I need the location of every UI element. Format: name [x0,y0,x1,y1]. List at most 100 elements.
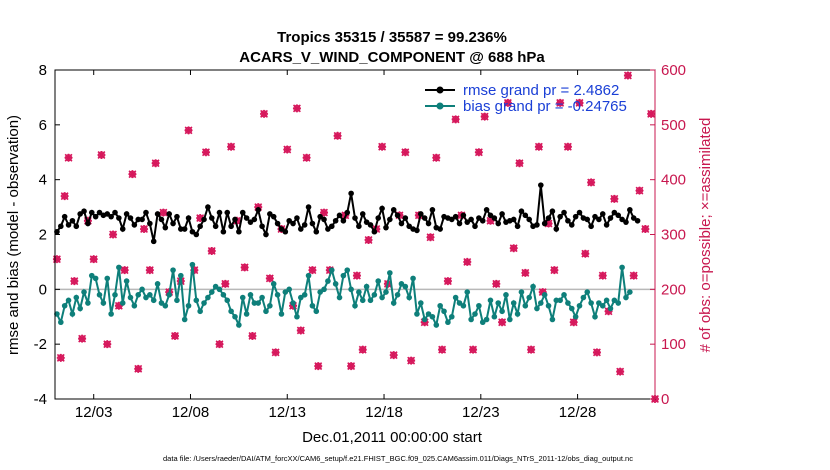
x-tick-label: 12/18 [365,404,403,421]
x-tick-label: 12/08 [172,404,210,421]
x-axis-label: Dec.01,2011 00:00:00 start [302,429,483,446]
rmse-point [479,217,486,224]
bias-point [410,275,416,282]
obs-count-point [352,271,361,280]
obs-assimilated-marker [97,150,106,159]
obs-assimilated-marker [372,225,381,234]
obs-count-point [240,263,249,272]
bias-point [58,319,64,326]
obs-assimilated-marker [538,288,547,297]
y-left-tick-label: 0 [39,281,47,298]
rmse-point [402,215,409,221]
rmse-point [58,223,64,230]
rmse-point [119,226,126,232]
bias-point [499,308,505,315]
obs-count-point [598,271,607,280]
obs-count-point [521,268,530,277]
plot-area [52,69,659,403]
bias-point [96,292,103,298]
obs-count-point [97,150,106,159]
obs-count-point [480,112,489,121]
y-right-tick-label: 200 [661,281,686,298]
y-left-tick-label: -4 [34,391,47,408]
rmse-point [239,209,246,216]
rmse-point [611,209,618,216]
rmse-point [367,222,374,228]
obs-assimilated-marker [623,71,632,80]
rmse-point [592,213,598,220]
obs-assimilated-marker [515,159,524,168]
bias-point [170,267,176,273]
obs-count-point [120,266,129,275]
rmse-point [321,216,327,223]
obs-assimilated-marker [347,362,356,371]
bias-point [549,316,556,323]
obs-count-point [432,153,441,162]
rmse-point [127,215,134,221]
obs-assimilated-marker [145,266,154,275]
obs-count-point [469,345,478,354]
bias-point [448,313,455,320]
rmse-point [143,209,149,216]
rmse-point [77,211,83,217]
obs-assimilated-marker [503,98,512,107]
bias-point [363,283,370,290]
obs-assimilated-marker [292,104,301,113]
obs-assimilated-marker [358,345,367,354]
obs-count-point [347,362,356,371]
legend-bias-marker [436,102,444,110]
rmse-point [197,223,203,230]
rmse-point [116,215,122,221]
obs-assimilated-marker [103,340,112,349]
obs-count-point [248,331,257,340]
rmse-point [85,220,91,227]
rmse-point [344,209,351,216]
obs-assimilated-marker [207,246,216,255]
rmse-point [224,209,231,216]
obs-count-point [563,142,572,151]
rmse-point [553,226,560,232]
obs-count-point [509,244,518,253]
obs-count-point [527,345,536,354]
bias-point [371,292,378,298]
bias-point [356,289,362,295]
y-axis-right-label: # of obs: o=possible; ×=assimilated [697,118,714,353]
obs-assimilated-marker [70,277,79,286]
bias-point [294,313,300,320]
rmse-point [189,228,196,235]
y-right-tick-label: 0 [661,391,669,408]
bias-point [73,294,80,301]
rmse-point [425,220,432,227]
bias-point [468,316,474,323]
obs-count-point [271,348,280,357]
y-right-tick-label: 500 [661,117,686,134]
rmse-point [406,223,412,230]
bias-point [154,281,161,287]
bias-point [185,302,192,309]
rmse-point [534,222,540,228]
rmse-point [212,223,219,230]
rmse-point [309,220,316,227]
obs-count-point [587,178,596,187]
obs-assimilated-marker [184,126,193,135]
rmse-point [131,222,138,228]
obs-assimilated-marker [64,153,73,162]
bias-point [332,281,339,287]
obs-assimilated-marker [302,153,311,162]
bias-point [181,316,188,323]
obs-count-point [314,362,323,371]
obs-assimilated-marker [120,266,129,275]
rmse-point [526,216,532,223]
rmse-point [460,212,467,219]
bias-point [352,302,358,309]
bias-point [414,311,420,317]
rmse-point [572,213,579,220]
bias-point [267,302,273,309]
obs-assimilated-marker [89,255,98,264]
rmse-point [286,217,292,224]
bias-point [77,305,83,312]
obs-assimilated-marker [563,142,572,151]
obs-count-point [308,266,317,275]
bias-point [402,283,409,290]
